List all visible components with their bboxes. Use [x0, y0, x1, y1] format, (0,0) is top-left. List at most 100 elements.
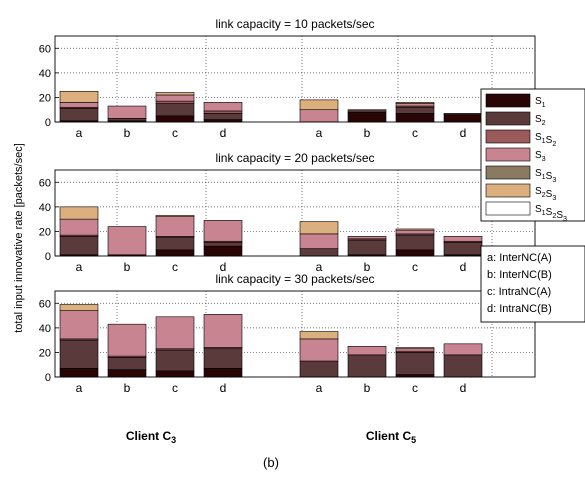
x-tick-label: a [76, 126, 83, 140]
bar-segment-S1S2 [156, 101, 194, 103]
x-tick-label: b [124, 126, 131, 140]
y-tick-label: 40 [39, 68, 51, 80]
scheme-legend-item: c: IntraNC(A) [487, 286, 551, 298]
bar-segment-S2S3 [156, 215, 194, 216]
figure-label: (b) [263, 455, 279, 470]
bar-segment-S1 [204, 246, 242, 256]
bar-segment-S2 [108, 357, 146, 369]
bar-segment-S2 [348, 110, 386, 112]
bar-segment-S2S3 [156, 93, 194, 95]
y-tick-label: 40 [39, 323, 51, 335]
bar-segment-S2S3 [60, 305, 98, 311]
bar-segment-S2S3 [300, 100, 338, 110]
bar-segment-S2 [348, 355, 386, 377]
x-tick-label: d [220, 381, 227, 395]
bar-segment-S3 [396, 230, 434, 234]
bar-segment-S2S3 [396, 102, 434, 103]
x-tick-label: c [172, 126, 178, 140]
y-tick-label: 0 [45, 372, 51, 384]
x-tick-label: a [76, 260, 83, 274]
bar-segment-S3 [300, 110, 338, 122]
bar-segment-S2 [60, 108, 98, 120]
bar-segment-S1 [156, 250, 194, 256]
bar-segment-S3 [108, 324, 146, 356]
y-tick-label: 60 [39, 177, 51, 189]
y-tick-label: 0 [45, 117, 51, 129]
bar-segment-S2 [444, 242, 482, 254]
bar-segment-S1 [396, 250, 434, 256]
x-tick-label: c [412, 381, 418, 395]
panel-3: link capacity = 30 packets/sec 0 20 40 60 a b c… [39, 272, 535, 395]
group-label: Client C3 [126, 429, 176, 445]
x-tick-label: d [220, 126, 227, 140]
scheme-legend: a: InterNC(A) b: InterNC(B) c: IntraNC(A) d… [481, 246, 585, 322]
bar-segment-S3 [348, 346, 386, 355]
x-tick-label: b [124, 381, 131, 395]
bar-segment-S1 [156, 371, 194, 377]
y-tick-label: 40 [39, 202, 51, 214]
bar-segment-S3 [156, 217, 194, 237]
bar-segment-S2 [444, 355, 482, 377]
bar-segment-S2 [204, 349, 242, 369]
bar-segment-S3 [396, 349, 434, 351]
group-label: Client C5 [366, 429, 416, 445]
x-tick-label: c [172, 260, 178, 274]
bar-segment-S1 [348, 112, 386, 122]
scheme-legend-item: b: InterNC(B) [487, 269, 552, 281]
legend-swatch [486, 202, 530, 215]
y-tick-label: 0 [45, 251, 51, 263]
panel-title: link capacity = 10 packets/sec [215, 17, 374, 31]
bar-segment-S1 [156, 116, 194, 122]
legend-swatch [486, 94, 530, 107]
bar-segment-S3 [444, 236, 482, 241]
bar-segment-S2 [396, 235, 434, 250]
panel-title: link capacity = 20 packets/sec [215, 151, 374, 165]
bar-segment-S2 [156, 350, 194, 371]
legend-swatch [486, 112, 530, 125]
x-tick-label: d [460, 126, 467, 140]
scheme-legend-item: d: IntraNC(B) [487, 303, 552, 315]
bar-segment-S1 [60, 368, 98, 377]
bar-segment-S3 [156, 95, 194, 101]
bar-segment-S2S3 [60, 207, 98, 219]
bar-segment-S2S3 [396, 348, 434, 349]
bar-segment-S2 [204, 113, 242, 119]
y-axis-label: total input innovative rate [packets/sec… [13, 143, 25, 333]
x-tick-label: b [364, 126, 371, 140]
y-tick-label: 20 [39, 92, 51, 104]
x-tick-label: a [76, 381, 83, 395]
scheme-legend-item: a: InterNC(A) [487, 252, 552, 264]
legend-swatch [486, 148, 530, 161]
bar-segment-S1 [396, 113, 434, 122]
y-tick-label: 20 [39, 226, 51, 238]
legend-swatch [486, 166, 530, 179]
panel-1: link capacity = 10 packets/sec 0 20 40 60 a b c… [39, 17, 535, 140]
client-group-labels: Client C3 Client C5 [126, 429, 416, 445]
bar-segment-S3 [300, 234, 338, 249]
bar-segment-S1 [444, 115, 482, 122]
legend-swatch [486, 184, 530, 197]
bar-segment-S2S3 [300, 332, 338, 339]
bar-segment-S2 [156, 238, 194, 250]
bar-segment-S2 [60, 236, 98, 254]
bar-segment-S3 [204, 220, 242, 241]
bar-segment-S2 [348, 240, 386, 255]
y-tick-label: 20 [39, 347, 51, 359]
bar-segment-S3 [108, 106, 146, 118]
bar-segment-S2 [156, 104, 194, 116]
bar-segment-S3 [156, 317, 194, 349]
y-tick-label: 60 [39, 298, 51, 310]
x-tick-label: c [412, 260, 418, 274]
panel-title: link capacity = 30 packets/sec [215, 272, 374, 286]
x-tick-label: a [316, 381, 323, 395]
bar-segment-S3 [204, 314, 242, 347]
bar-segment-S1 [108, 370, 146, 377]
panel-2: link capacity = 20 packets/sec0204060a b c… [39, 151, 535, 274]
x-tick-label: c [412, 126, 418, 140]
bar-segment-S2 [204, 242, 242, 246]
bar-segment-S3 [60, 311, 98, 339]
bar-segment-S2 [396, 107, 434, 113]
bar-segment-S2S3 [396, 229, 434, 230]
